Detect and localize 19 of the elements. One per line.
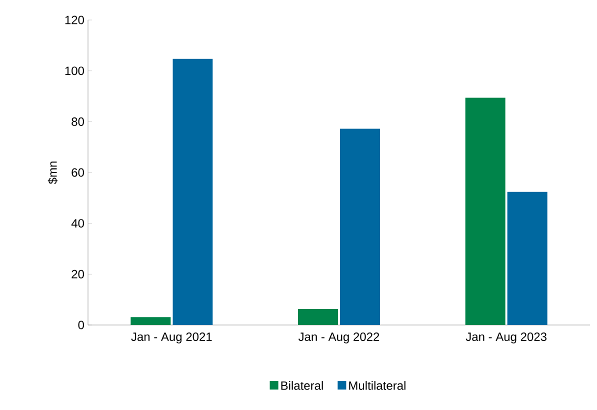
bar <box>340 128 380 325</box>
y-tick-label: 40 <box>71 219 84 228</box>
legend-label: Multilateral <box>349 381 406 390</box>
y-tick-label: 60 <box>72 168 84 177</box>
bar <box>507 192 548 325</box>
y-tick-label: 0 <box>78 320 84 330</box>
y-tick-label: 100 <box>65 66 84 76</box>
x-tick-label: Jan - Aug 2021 <box>131 332 212 344</box>
y-tick-label: 80 <box>72 117 84 126</box>
y-tick-label: 20 <box>72 270 84 278</box>
y-axis-title: $mn <box>48 162 58 184</box>
bar <box>298 308 338 325</box>
bar <box>465 98 506 325</box>
y-tick-label: 120 <box>65 16 84 24</box>
legend-label: Bilateral <box>281 381 323 390</box>
x-tick-label: Jan - Aug 2022 <box>298 332 380 344</box>
bar <box>130 317 171 325</box>
x-tick-label: Jan - Aug 2023 <box>466 332 546 344</box>
bar <box>172 58 213 325</box>
